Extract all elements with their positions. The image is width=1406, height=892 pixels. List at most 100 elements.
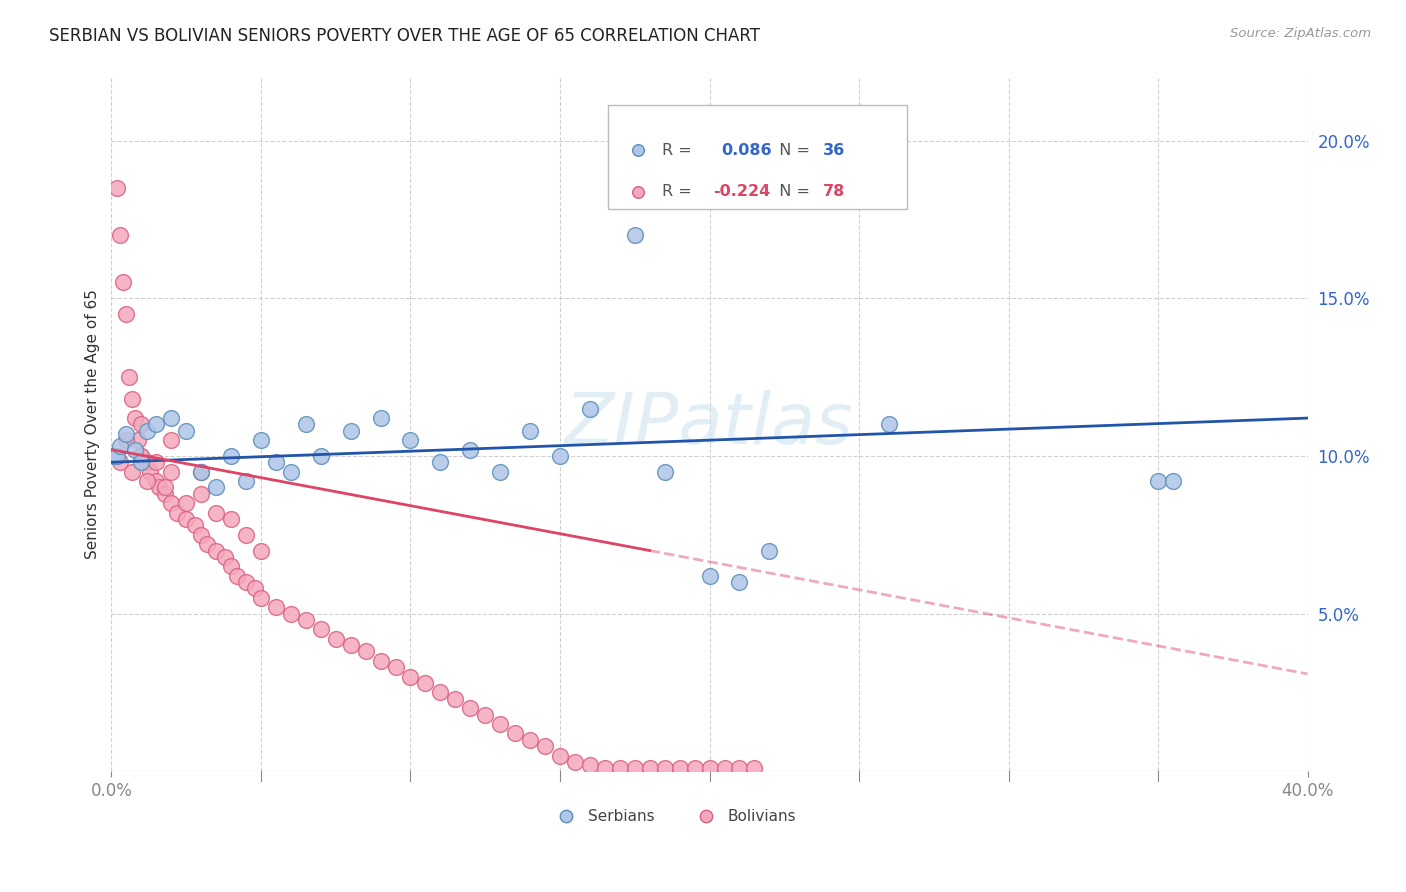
Point — [713, 761, 735, 775]
Text: R =: R = — [662, 185, 696, 200]
Point — [354, 644, 377, 658]
Point — [623, 228, 645, 243]
Text: R =: R = — [662, 143, 696, 158]
Point — [166, 506, 188, 520]
Text: 78: 78 — [823, 185, 845, 200]
Point — [195, 537, 218, 551]
Point — [214, 549, 236, 564]
Point — [280, 465, 302, 479]
Point — [519, 424, 541, 438]
Point — [145, 455, 167, 469]
FancyBboxPatch shape — [607, 105, 907, 210]
Text: Bolivians: Bolivians — [727, 809, 796, 824]
Point — [744, 761, 766, 775]
Text: Serbians: Serbians — [588, 809, 654, 824]
Point — [121, 392, 143, 406]
Point — [429, 455, 451, 469]
Point — [235, 474, 257, 488]
Point — [131, 455, 153, 469]
Point — [115, 307, 138, 321]
Point — [110, 228, 132, 243]
Point — [264, 455, 287, 469]
Point — [699, 761, 721, 775]
Point — [429, 685, 451, 699]
Point — [219, 449, 242, 463]
Point — [339, 424, 361, 438]
Text: N =: N = — [769, 185, 815, 200]
Point — [160, 433, 183, 447]
Point — [235, 528, 257, 542]
Point — [145, 417, 167, 432]
Point — [489, 465, 512, 479]
Point — [139, 465, 162, 479]
Point — [105, 449, 128, 463]
Point — [190, 465, 212, 479]
Point — [243, 582, 266, 596]
Point — [474, 707, 496, 722]
Point — [205, 506, 228, 520]
Point — [118, 370, 141, 384]
Point — [458, 701, 481, 715]
Point — [190, 487, 212, 501]
Point — [219, 559, 242, 574]
Point — [399, 433, 422, 447]
Point — [370, 411, 392, 425]
Point — [105, 449, 128, 463]
Point — [160, 496, 183, 510]
Point — [105, 181, 128, 195]
Point — [121, 465, 143, 479]
Point — [579, 401, 602, 416]
Point — [136, 474, 159, 488]
Point — [339, 638, 361, 652]
Point — [519, 732, 541, 747]
Point — [110, 455, 132, 469]
Point — [623, 761, 645, 775]
Text: N =: N = — [769, 143, 815, 158]
Point — [548, 748, 571, 763]
Point — [548, 449, 571, 463]
Point — [184, 518, 207, 533]
Point — [112, 276, 135, 290]
Point — [155, 480, 177, 494]
Point — [103, 449, 125, 463]
Point — [325, 632, 347, 646]
Point — [654, 761, 676, 775]
Point — [1161, 474, 1184, 488]
Point — [264, 600, 287, 615]
Point — [131, 449, 153, 463]
Point — [136, 424, 159, 438]
Point — [174, 512, 197, 526]
Point — [699, 568, 721, 582]
Point — [654, 465, 676, 479]
Point — [444, 691, 467, 706]
Point — [124, 442, 146, 457]
Point — [564, 755, 586, 769]
Point — [124, 411, 146, 425]
Point — [758, 543, 780, 558]
Point — [110, 440, 132, 454]
Text: 36: 36 — [823, 143, 845, 158]
Point — [219, 512, 242, 526]
Point — [127, 433, 149, 447]
Y-axis label: Seniors Poverty Over the Age of 65: Seniors Poverty Over the Age of 65 — [86, 289, 100, 559]
Point — [115, 426, 138, 441]
Point — [190, 528, 212, 542]
Point — [534, 739, 557, 753]
Point — [160, 465, 183, 479]
Text: -0.224: -0.224 — [713, 185, 770, 200]
Point — [399, 670, 422, 684]
Point — [145, 474, 167, 488]
Point — [593, 761, 616, 775]
Point — [205, 543, 228, 558]
Text: 0.086: 0.086 — [721, 143, 772, 158]
Point — [370, 654, 392, 668]
Text: SERBIAN VS BOLIVIAN SENIORS POVERTY OVER THE AGE OF 65 CORRELATION CHART: SERBIAN VS BOLIVIAN SENIORS POVERTY OVER… — [49, 27, 761, 45]
Point — [205, 480, 228, 494]
Point — [489, 717, 512, 731]
Point — [174, 424, 197, 438]
Text: Source: ZipAtlas.com: Source: ZipAtlas.com — [1230, 27, 1371, 40]
Point — [579, 758, 602, 772]
Point — [136, 455, 159, 469]
Point — [458, 442, 481, 457]
Point — [877, 417, 900, 432]
